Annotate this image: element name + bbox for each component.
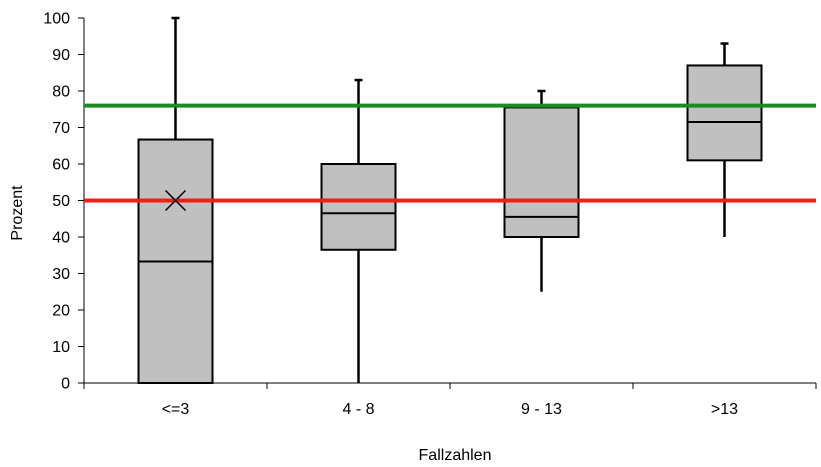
mean-markers: [164, 189, 187, 212]
y-tick-label: 20: [52, 303, 70, 320]
y-tick-label: 70: [52, 120, 70, 137]
x-tick-label: <=3: [162, 401, 190, 418]
x-tick-label: 9 - 13: [521, 401, 562, 418]
y-tick-label: 100: [43, 11, 70, 28]
box-body: [686, 64, 763, 162]
box-1: [320, 78, 397, 383]
box-body: [320, 163, 397, 251]
y-tick-label: 40: [52, 230, 70, 247]
y-ticks: 0 10 20 30 40 50 60 70 80 90 100: [43, 11, 84, 393]
x-axis-title: Fallzahlen: [419, 447, 492, 464]
y-tick-label: 80: [52, 84, 70, 101]
box-2: [503, 89, 580, 292]
boxes: [137, 16, 763, 384]
y-tick-label: 60: [52, 157, 70, 174]
box-3: [686, 42, 763, 237]
box-0: [137, 16, 214, 384]
x-ticks: <=3 4 - 8 9 - 13 >13: [83, 383, 817, 418]
y-tick-label: 30: [52, 266, 70, 283]
x-tick-label: 4 - 8: [342, 401, 374, 418]
y-tick-label: 50: [52, 193, 70, 210]
y-tick-label: 90: [52, 47, 70, 64]
y-tick-label: 0: [61, 376, 70, 393]
y-axis-title: Prozent: [9, 185, 26, 241]
mean-marker: [164, 189, 187, 212]
box-body: [503, 106, 580, 238]
x-tick-label: >13: [711, 401, 738, 418]
y-tick-label: 10: [52, 339, 70, 356]
reference-lines: [84, 103, 816, 203]
